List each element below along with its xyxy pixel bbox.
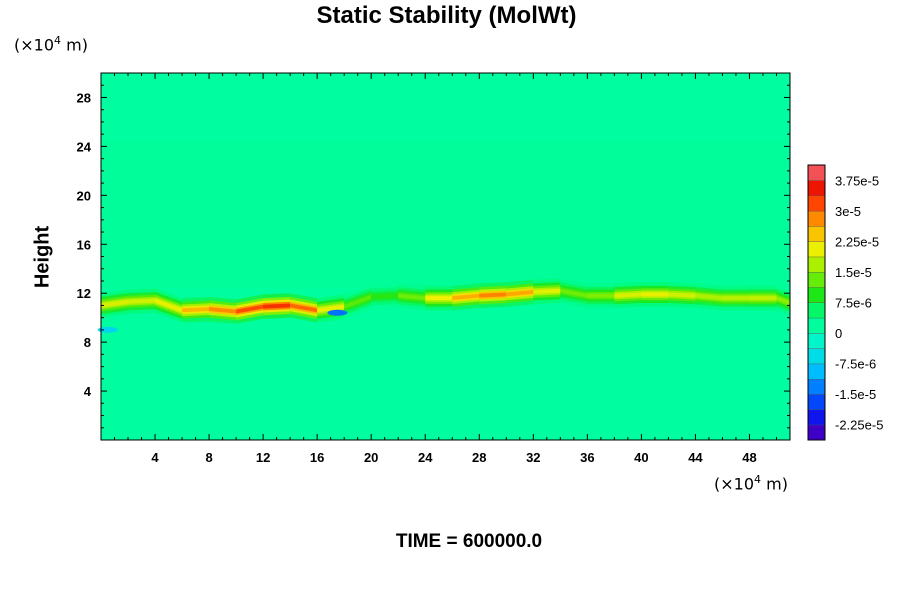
colorbar-label: -1.5e-5: [835, 387, 876, 402]
y-tick-label: 20: [77, 188, 91, 203]
tropopause-band-segment: [749, 296, 777, 301]
tropopause-band-segment: [533, 288, 561, 294]
tropopause-band-segment: [479, 292, 507, 298]
heatmap-middle-layer: [101, 140, 790, 288]
x-tick-label: 48: [742, 450, 756, 465]
colorbar-cell: [807, 332, 826, 349]
x-tick-label: 24: [418, 450, 433, 465]
colorbar-cell: [807, 195, 826, 212]
colorbar-label: -7.5e-6: [835, 357, 876, 372]
y-tick-label: 16: [77, 237, 91, 252]
y-axis-unit: (×104 m): [14, 34, 88, 55]
tropopause-band-segment: [560, 288, 588, 298]
colorbar-cell: [807, 180, 826, 197]
x-tick-label: 44: [688, 450, 703, 465]
negative-anomaly: [327, 309, 348, 316]
colorbar-cell: [807, 210, 826, 227]
colorbar-label: 0: [835, 326, 842, 341]
colorbar-label: 3e-5: [835, 204, 861, 219]
colorbar-cell: [807, 317, 826, 334]
tropopause-band-segment: [506, 290, 534, 297]
colorbar-frame: [807, 164, 826, 441]
tropopause-band-segment: [290, 303, 318, 313]
x-tick-label: 20: [364, 450, 378, 465]
y-tick-label: 12: [77, 286, 91, 301]
tropopause-band-segment: [236, 304, 264, 314]
tropopause-band-segment: [398, 293, 426, 301]
colorbar-cell: [807, 363, 826, 380]
colorbar-cell: [807, 378, 826, 395]
y-tick-label: 24: [77, 139, 92, 154]
colorbar-cell: [807, 271, 826, 288]
colorbar-label: -2.25e-5: [835, 418, 883, 433]
tropopause-band-segment: [317, 304, 345, 313]
negative-anomaly: [97, 326, 118, 333]
tropopause-band-segment: [776, 296, 790, 305]
tropopause-band-segment: [128, 298, 156, 304]
colorbar-cell: [807, 287, 826, 304]
chart-title: Static Stability (MolWt): [316, 2, 577, 29]
tropopause-band-segment: [452, 293, 480, 301]
colorbar-label: 2.25e-5: [835, 234, 879, 249]
colorbar-cell: [807, 225, 826, 242]
time-label: TIME = 600000.0: [395, 531, 543, 552]
x-tick-label: 4: [151, 450, 159, 465]
colorbar-cell: [807, 409, 826, 426]
colorbar-cell: [807, 348, 826, 365]
tropopause-band-segment: [371, 293, 399, 299]
colorbar-cell: [807, 393, 826, 410]
tropopause-band-segment: [668, 292, 696, 298]
y-tick-label: 4: [84, 384, 92, 399]
colorbar-label: 3.75e-5: [835, 173, 879, 188]
tropopause-band-segment: [641, 292, 669, 297]
tropopause-band-segment: [695, 293, 723, 301]
colorbar-cell: [807, 302, 826, 319]
x-tick-label: 12: [256, 450, 270, 465]
x-tick-label: 32: [526, 450, 540, 465]
tropopause-band-segment: [209, 307, 237, 314]
tropopause-band-segment: [263, 303, 291, 309]
x-axis-unit: (×104 m): [714, 473, 788, 494]
colorbar-cell: [807, 164, 826, 181]
tropopause-band-segment: [614, 292, 642, 298]
y-tick-label: 8: [84, 335, 91, 350]
colorbar-cell: [807, 241, 826, 258]
x-tick-label: 16: [310, 450, 324, 465]
tropopause-band-segment: [101, 299, 129, 308]
tropopause-band-segment: [182, 307, 210, 313]
colorbar-label: 1.5e-5: [835, 265, 872, 280]
colorbar-cell: [807, 256, 826, 273]
x-tick-label: 28: [472, 450, 486, 465]
tropopause-band-segment: [155, 298, 183, 313]
tropopause-band-segment: [425, 296, 453, 301]
x-tick-label: 36: [580, 450, 594, 465]
tropopause-band-segment: [344, 294, 372, 309]
x-tick-label: 8: [205, 450, 212, 465]
heatmap-upper-layer: [101, 73, 790, 141]
tropopause-band-segment: [722, 296, 750, 301]
x-tick-label: 40: [634, 450, 648, 465]
y-tick-label: 28: [77, 90, 91, 105]
colorbar-label: 7.5e-6: [835, 296, 872, 311]
tropopause-band-segment: [587, 293, 615, 298]
colorbar-cell: [807, 424, 826, 441]
